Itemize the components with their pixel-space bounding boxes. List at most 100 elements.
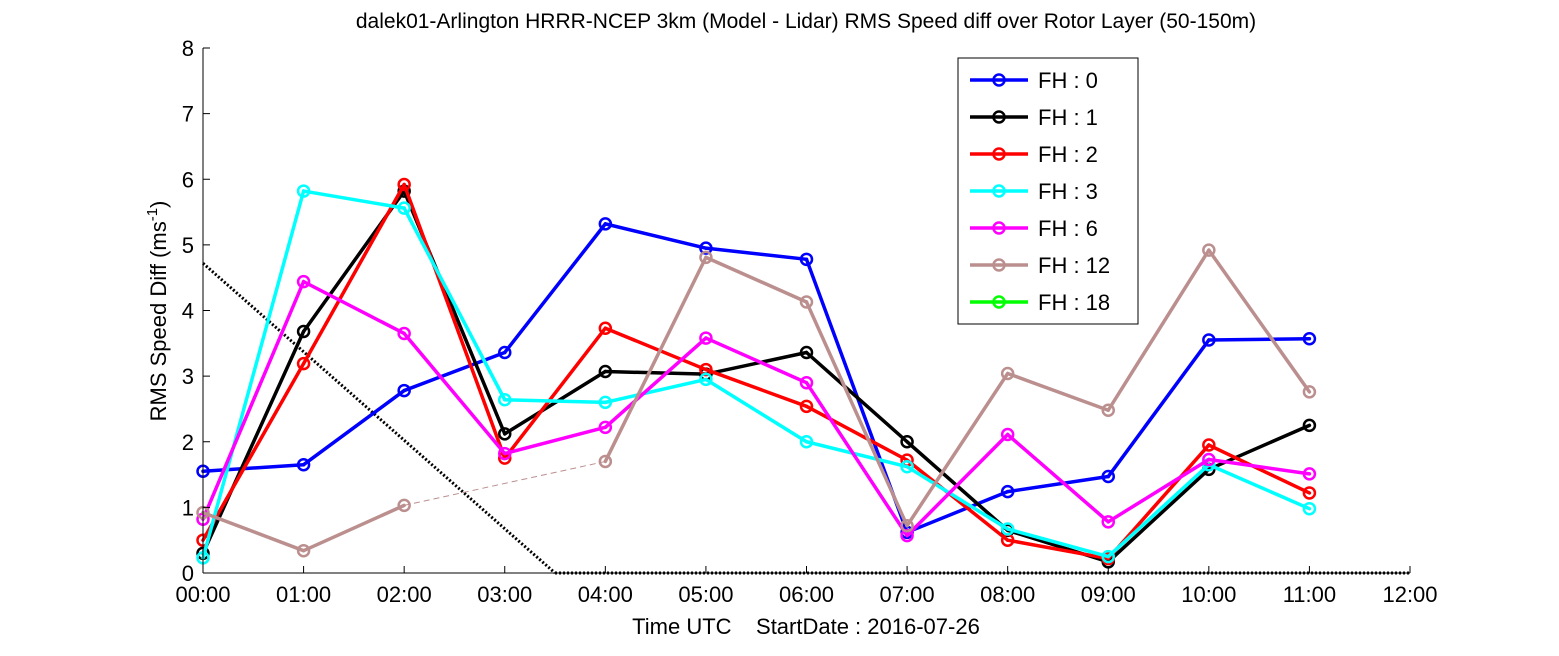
- series-line-segment: [704, 367, 809, 409]
- series-line-segment: [704, 255, 809, 304]
- series-line-segment: [804, 350, 909, 444]
- series-line-segment: [804, 380, 909, 538]
- series-line-segment: [1106, 457, 1211, 524]
- series-line-segment: [201, 462, 306, 474]
- data-point: [397, 498, 411, 513]
- series-line-segment: [704, 336, 809, 385]
- series-line-segment: [503, 398, 608, 405]
- data-point: [397, 177, 411, 192]
- series-line-segment: [201, 361, 306, 542]
- data-point: [1302, 501, 1317, 516]
- legend-label: FH : 3: [1038, 179, 1098, 204]
- data-point: [1202, 438, 1216, 452]
- series-line-segment: [1106, 467, 1211, 564]
- data-point: [1202, 333, 1216, 347]
- series-line-segment: [704, 246, 809, 262]
- series-line-segment: [301, 189, 406, 210]
- series-line-segment: [1005, 474, 1110, 494]
- y-axis-title-superscript: -1: [144, 208, 161, 221]
- data-point: [799, 345, 814, 360]
- y-tick-label: 4: [182, 299, 194, 324]
- series-line-segment: [503, 222, 608, 355]
- series-line-segment: [804, 300, 909, 528]
- series-line-segment: [804, 404, 909, 462]
- legend: FH : 0 FH : 1 FH : 2 FH : 3 FH : 6 FH : 12 FH …: [957, 57, 1139, 325]
- data-point: [498, 345, 512, 360]
- y-tick-label: 7: [182, 102, 194, 127]
- series-line-segment: [301, 279, 406, 336]
- series-line-segment: [1106, 338, 1211, 479]
- series-line-segment: [503, 326, 608, 460]
- series-line-segment: [603, 326, 708, 372]
- data-point: [397, 201, 411, 215]
- data-point: [598, 395, 613, 410]
- x-tick-label: 12:00: [1382, 582, 1437, 607]
- series-line-segment: [201, 189, 306, 560]
- series-line-segment: [1005, 538, 1110, 561]
- data-point: [799, 435, 814, 449]
- data-point: [1202, 243, 1216, 257]
- series-line-segment: [1207, 462, 1312, 511]
- series-2: [196, 177, 1317, 566]
- y-tick-label: 6: [182, 167, 194, 192]
- data-point: [598, 321, 613, 335]
- series-line-segment: [603, 222, 708, 250]
- plot-area: [203, 48, 1410, 573]
- legend-marker: [992, 184, 1006, 198]
- data-point: [1000, 366, 1015, 381]
- series-line-segment: [201, 329, 306, 556]
- series-line-segment: [704, 350, 809, 376]
- data-point: [1101, 549, 1115, 564]
- x-tick-label: 05:00: [678, 582, 733, 607]
- data-point: [900, 435, 914, 449]
- legend-marker: [992, 295, 1006, 309]
- series-line-segment: [1106, 462, 1211, 559]
- x-ticks: 00:00 01:00 02:00 03:00 04:00 05:00 06:00 07:00…: [175, 566, 1438, 607]
- series-dashed-segment: [404, 460, 606, 506]
- data-point: [1000, 484, 1015, 499]
- data-point: [900, 459, 914, 474]
- series-line-segment: [603, 255, 708, 464]
- series-line-segment: [301, 388, 406, 467]
- legend-label: FH : 2: [1038, 142, 1098, 167]
- series-line-segment: [905, 371, 1010, 528]
- data-point: [397, 326, 411, 341]
- series-line-segment: [1005, 371, 1110, 412]
- data-point: [1000, 427, 1015, 442]
- series-line-segment: [301, 503, 406, 553]
- data-point: [1101, 469, 1115, 484]
- x-tick-label: 02:00: [377, 582, 432, 607]
- series-line-segment: [603, 336, 708, 430]
- data-point: [799, 399, 814, 414]
- data-point: [397, 383, 411, 398]
- y-ticks: 0 1 2 3 4 5 6 7 8: [182, 36, 210, 586]
- x-tick-label: 09:00: [1081, 582, 1136, 607]
- legend-marker: [992, 221, 1006, 235]
- data-point: [598, 217, 613, 231]
- legend-label: FH : 18: [1038, 290, 1110, 315]
- legend-label: FH : 0: [1038, 68, 1098, 93]
- series-line-segment: [1207, 457, 1312, 476]
- data-point: [1302, 467, 1317, 481]
- data-point: [1302, 331, 1317, 346]
- data-point: [296, 324, 311, 339]
- data-point: [1101, 515, 1115, 529]
- data-point: [598, 454, 613, 469]
- series-line-segment: [603, 377, 708, 405]
- y-tick-label: 0: [182, 561, 194, 586]
- series-line-segment: [402, 331, 507, 456]
- y-tick-label: 8: [182, 36, 194, 61]
- data-point: [498, 427, 512, 441]
- legend-marker: [992, 110, 1006, 124]
- y-tick-label: 3: [182, 364, 194, 389]
- data-point: [699, 241, 713, 255]
- data-point: [799, 252, 814, 267]
- data-point: [900, 519, 914, 533]
- data-point: [699, 250, 713, 265]
- series-line-segment: [905, 432, 1010, 538]
- series-line-segment: [301, 182, 406, 366]
- series-5: [196, 243, 1317, 558]
- series-line-segment: [704, 377, 809, 444]
